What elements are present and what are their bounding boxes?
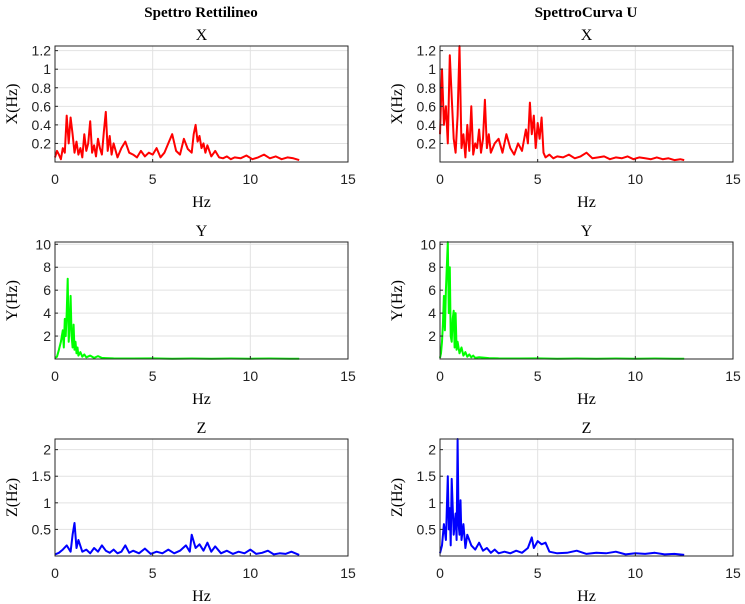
data-series-line — [439, 438, 685, 556]
x-tick-label: 15 — [340, 565, 356, 581]
x-tick-label: 15 — [340, 368, 356, 384]
x-axis-label: Hz — [577, 194, 596, 211]
subplot-title: Z — [582, 420, 592, 437]
y-tick-label: 4 — [43, 305, 51, 321]
subplot-z-right: 0 5 10 15 0.5 1 1.5 2 Z Hz Z(Hz) — [389, 420, 741, 604]
y-axis-label: Z(Hz) — [389, 478, 406, 517]
y-tick-label: 1 — [428, 495, 436, 511]
axes-frame — [54, 45, 349, 163]
subplot-title: X — [196, 27, 208, 44]
subplot-x-right: 0 5 10 15 0.2 0.4 0.6 0.8 1 1.2 X Hz X(Hz) — [389, 27, 741, 211]
x-tick-label: 5 — [534, 171, 542, 187]
y-tick-label: 10 — [35, 236, 51, 252]
y-tick-label: 6 — [43, 282, 51, 298]
y-axis-label: X(Hz) — [389, 84, 406, 125]
y-tick-label: 2 — [43, 442, 51, 458]
y-axis-label: Y(Hz) — [389, 280, 406, 321]
y-tick-label: 1 — [428, 61, 436, 77]
y-tick-label: 2 — [428, 442, 436, 458]
data-series-line — [54, 277, 300, 360]
axes-frame — [439, 45, 734, 163]
x-tick-label: 10 — [243, 368, 259, 384]
x-tick-label: 0 — [436, 565, 444, 581]
subplot-y-left: 0 5 10 15 2 4 6 8 10 Y Hz Y(Hz) — [4, 223, 356, 408]
y-tick-label: 8 — [428, 259, 436, 275]
y-tick-label: 0.6 — [417, 98, 437, 114]
x-tick-label: 5 — [534, 368, 542, 384]
x-axis-label: Hz — [192, 194, 211, 211]
subplot-x-left: 0 5 10 15 0.2 0.4 0.6 0.8 1 1.2 X Hz X(Hz) — [4, 27, 356, 211]
x-tick-label: 5 — [534, 565, 542, 581]
x-tick-label: 10 — [628, 368, 644, 384]
y-tick-label: 0.2 — [417, 135, 437, 151]
x-tick-label: 0 — [436, 171, 444, 187]
x-tick-label: 15 — [725, 565, 741, 581]
x-tick-label: 0 — [51, 565, 59, 581]
data-series-line — [54, 110, 300, 162]
x-tick-label: 0 — [436, 368, 444, 384]
y-tick-label: 0.8 — [32, 80, 52, 96]
y-tick-label: 2 — [43, 328, 51, 344]
axes-frame — [54, 438, 349, 557]
y-tick-label: 4 — [428, 305, 436, 321]
subplot-title: X — [581, 27, 593, 44]
subplot-y-right: 0 5 10 15 2 4 6 8 10 Y Hz Y(Hz) — [389, 223, 741, 408]
x-axis-label: Hz — [192, 391, 211, 408]
y-axis-label: X(Hz) — [4, 84, 21, 125]
x-tick-label: 10 — [243, 565, 259, 581]
y-tick-label: 1.2 — [32, 43, 52, 59]
x-tick-label: 5 — [149, 171, 157, 187]
axes-frame — [439, 438, 734, 557]
y-tick-label: 0.4 — [417, 117, 437, 133]
y-tick-label: 8 — [43, 259, 51, 275]
y-tick-label: 6 — [428, 282, 436, 298]
axes-frame — [439, 241, 734, 360]
y-tick-label: 1 — [43, 61, 51, 77]
data-series-line — [54, 522, 300, 556]
x-tick-label: 10 — [628, 565, 644, 581]
x-tick-label: 10 — [243, 171, 259, 187]
y-tick-label: 0.5 — [417, 521, 437, 537]
x-axis-label: Hz — [192, 588, 211, 604]
y-tick-label: 1.5 — [417, 468, 437, 484]
subplot-title: Y — [196, 223, 208, 240]
y-axis-label: Z(Hz) — [4, 478, 21, 517]
y-axis-label: Y(Hz) — [4, 280, 21, 321]
x-tick-label: 5 — [149, 368, 157, 384]
column-title-right: SpettroCurva U — [535, 5, 638, 21]
data-series-line — [439, 241, 685, 360]
y-tick-label: 0.5 — [32, 521, 52, 537]
x-tick-label: 10 — [628, 171, 644, 187]
y-tick-label: 1 — [43, 495, 51, 511]
column-title-left: Spettro Rettilineo — [144, 5, 257, 21]
x-tick-label: 15 — [725, 171, 741, 187]
subplot-title: Y — [581, 223, 593, 240]
x-tick-label: 5 — [149, 565, 157, 581]
y-tick-label: 0.2 — [32, 135, 52, 151]
y-tick-label: 1.2 — [417, 43, 437, 59]
y-tick-label: 0.6 — [32, 98, 52, 114]
x-tick-label: 0 — [51, 368, 59, 384]
subplot-title: Z — [197, 420, 207, 437]
axes-frame — [54, 241, 349, 360]
y-tick-label: 0.4 — [32, 117, 52, 133]
data-series-line — [439, 45, 685, 162]
x-axis-label: Hz — [577, 391, 596, 408]
y-tick-label: 10 — [420, 236, 436, 252]
y-tick-label: 2 — [428, 328, 436, 344]
x-axis-label: Hz — [577, 588, 596, 604]
x-tick-label: 15 — [725, 368, 741, 384]
x-tick-label: 0 — [51, 171, 59, 187]
subplot-z-left: 0 5 10 15 0.5 1 1.5 2 Z Hz Z(Hz) — [4, 420, 356, 604]
x-tick-label: 15 — [340, 171, 356, 187]
y-tick-label: 0.8 — [417, 80, 437, 96]
y-tick-label: 1.5 — [32, 468, 52, 484]
